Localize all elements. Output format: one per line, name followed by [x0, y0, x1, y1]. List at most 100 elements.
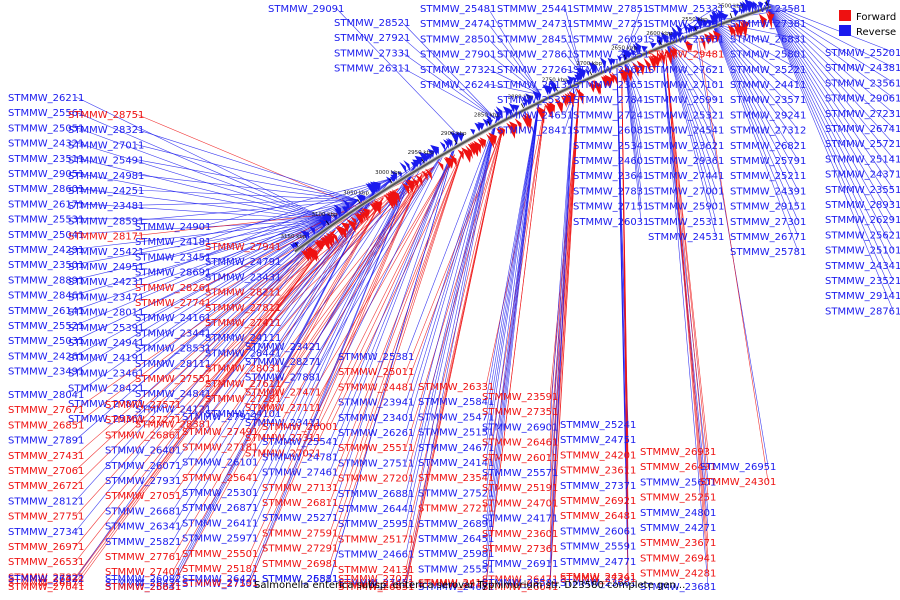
gene-label: STMMW_23651 — [573, 80, 649, 91]
label-connector — [401, 36, 496, 119]
label-connector — [405, 117, 498, 554]
label-connector — [485, 106, 546, 478]
label-connector — [75, 187, 329, 221]
gene-label: STMMW_25481 — [420, 4, 496, 15]
gene-label: STMMW_24781 — [262, 452, 338, 463]
gene-label: STMMW_24261 — [8, 351, 84, 362]
reverse-gene-arrow — [578, 67, 586, 79]
gene-label: STMMW_26001 — [262, 422, 338, 433]
gene-label: STMMW_28421 — [68, 384, 144, 395]
gene-label: STMMW_26471 — [482, 574, 558, 585]
gene-label: STMMW_28441 — [205, 348, 281, 359]
gene-label: STMMW_25471 — [418, 412, 494, 423]
forward-gene-arrow — [362, 208, 370, 218]
label-connector — [711, 21, 799, 237]
label-connector — [485, 95, 541, 587]
gene-label: STMMW_25421 — [68, 247, 144, 258]
label-connector — [172, 187, 378, 541]
forward-gene-arrow — [537, 106, 545, 118]
gene-label: STMMW_27201 — [338, 474, 414, 485]
label-connector — [405, 117, 498, 357]
label-connector — [487, 68, 542, 96]
label-connector — [711, 21, 799, 130]
gene-label: STMMW_23481 — [68, 201, 144, 212]
label-connector — [485, 95, 541, 463]
label-connector — [711, 20, 799, 85]
label-connector — [711, 21, 799, 176]
label-connector — [329, 149, 464, 503]
reverse-gene-arrow — [675, 23, 682, 38]
label-connector — [405, 127, 504, 448]
label-connector — [75, 229, 336, 547]
forward-gene-arrow — [727, 24, 735, 37]
gene-label: STMMW_26031 — [573, 217, 649, 228]
reverse-gene-arrow — [477, 122, 485, 131]
gene-label: STMMW_27351 — [482, 407, 558, 418]
gene-label: STMMW_28261 — [135, 283, 211, 294]
label-connector — [711, 21, 799, 206]
gene-label: STMMW_27901 — [420, 50, 496, 61]
gene-label: STMMW_23431 — [205, 272, 281, 283]
reverse-gene-arrow — [456, 131, 465, 142]
label-connector — [764, 2, 894, 159]
gene-label: STMMW_27312 — [730, 126, 806, 137]
label-connector — [329, 139, 458, 518]
gene-label: STMMW_23941 — [338, 398, 414, 409]
gene-label: STMMW_28591 — [68, 216, 144, 227]
label-connector — [764, 2, 894, 144]
gene-label: STMMW_27551 — [135, 374, 211, 385]
forward-gene-arrow — [548, 101, 555, 114]
label-connector — [665, 38, 717, 85]
label-connector-lines — [75, 2, 894, 587]
gene-label: STMMW_24531 — [648, 232, 724, 243]
label-connector — [172, 187, 378, 587]
label-connector — [660, 40, 709, 482]
label-connector — [711, 20, 799, 100]
label-connector — [764, 2, 894, 189]
gene-label: STMMW_26631 — [338, 582, 414, 593]
label-connector — [75, 229, 336, 583]
label-connector — [335, 7, 461, 138]
gene-label: STMMW_25331 — [648, 4, 724, 15]
reverse-gene-arrow — [621, 48, 630, 60]
scale-tick — [487, 121, 491, 126]
label-connector — [312, 144, 449, 423]
label-connector — [75, 219, 329, 501]
label-connector — [75, 219, 329, 280]
gene-label: STMMW_26211 — [8, 93, 84, 104]
gene-label: STMMW_24301 — [700, 477, 776, 488]
label-connector — [549, 78, 575, 473]
label-connector — [711, 20, 799, 115]
gene-label: STMMW_23561 — [825, 78, 900, 89]
gene-label: STMMW_28451 — [497, 34, 573, 45]
gene-label: STMMW_27811 — [205, 303, 281, 314]
gene-label: STMMW_23581 — [730, 4, 806, 15]
reverse-gene-arrow — [706, 19, 714, 27]
label-connector — [405, 117, 498, 463]
gene-label: STMMW_27251 — [573, 19, 649, 30]
gene-label: STMMW_24291 — [8, 245, 84, 256]
gene-label: STMMW_24741 — [420, 19, 496, 30]
label-connector — [172, 197, 384, 405]
reverse-gene-arrow — [449, 131, 459, 145]
label-connector — [249, 163, 417, 417]
gene-label: STMMW_28271 — [245, 357, 321, 368]
forward-gene-arrow — [624, 65, 633, 82]
forward-gene-arrow — [315, 240, 325, 250]
gene-label: STMMW_27431 — [8, 451, 84, 462]
gene-label: STMMW_27281 — [205, 394, 281, 405]
gene-label: STMMW_27761 — [105, 552, 181, 563]
label-connector — [75, 229, 336, 410]
label-connector — [135, 199, 359, 252]
label-connector — [75, 229, 336, 562]
reverse-gene-arrow — [522, 102, 526, 108]
scale-tick — [554, 86, 558, 92]
gene-label: STMMW_26061 — [560, 526, 636, 537]
gene-label: STMMW_24281 — [640, 569, 716, 580]
gene-label: STMMW_25601 — [640, 477, 716, 488]
gene-label: STMMW_26171 — [8, 199, 84, 210]
gene-label: STMMW_25571 — [482, 468, 558, 479]
gene-label: STMMW_28501 — [420, 34, 496, 45]
gene-label: STMMW_25821 — [105, 537, 181, 548]
gene-label: STMMW_26341 — [105, 522, 181, 533]
